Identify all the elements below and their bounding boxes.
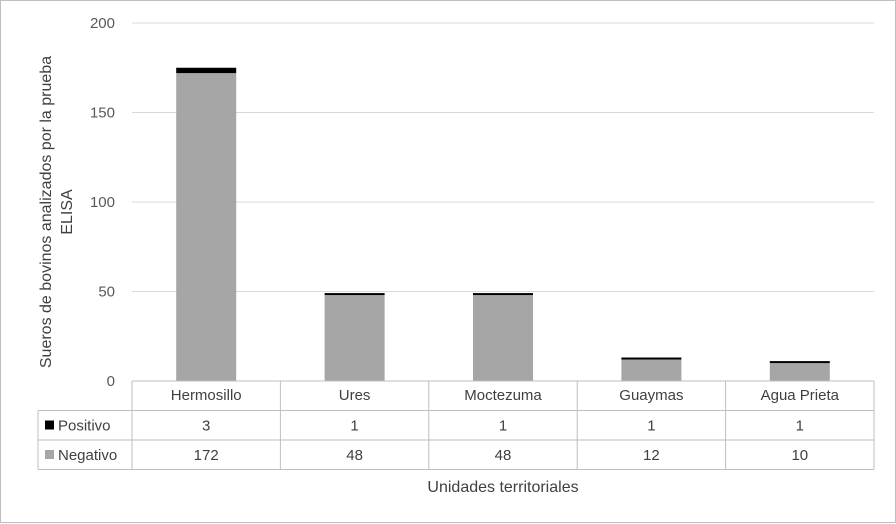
legend-key-positivo <box>45 420 54 430</box>
bar-positivo <box>621 357 682 360</box>
data-label: 48 <box>495 447 512 464</box>
category-label: Hermosillo <box>171 387 242 404</box>
legend-key-negativo <box>45 450 54 459</box>
category-label: Moctezuma <box>464 387 542 404</box>
data-label: 48 <box>346 447 363 464</box>
bar-negativo <box>621 359 682 381</box>
category-label: Agua Prieta <box>761 387 840 404</box>
bar-negativo <box>473 295 533 381</box>
data-label: 1 <box>350 418 358 435</box>
bar-positivo <box>176 67 237 74</box>
y-tick-label: 100 <box>90 194 115 211</box>
bar-negativo <box>324 295 385 381</box>
data-label: 3 <box>202 418 210 435</box>
bar-negativo <box>176 73 237 382</box>
x-axis-title: Unidades territoriales <box>427 479 578 496</box>
legend-label-positivo: Positivo <box>58 418 111 435</box>
y-axis-title-line1: Sueros de bovinos analizados por la prue… <box>38 56 55 368</box>
data-label: 172 <box>194 447 219 464</box>
bar-positivo <box>324 293 385 296</box>
y-tick-label: 0 <box>107 373 115 390</box>
bar-positivo <box>473 293 533 296</box>
data-label: 12 <box>643 447 660 464</box>
data-label: 1 <box>647 418 655 435</box>
legend-label-negativo: Negativo <box>58 447 117 464</box>
data-label: 1 <box>499 418 507 435</box>
y-tick-label: 150 <box>90 105 115 122</box>
bar-positivo <box>769 361 830 364</box>
category-label: Guaymas <box>619 387 683 404</box>
y-tick-label: 50 <box>98 284 115 301</box>
category-label: Ures <box>339 387 371 404</box>
bar-negativo <box>769 363 830 381</box>
data-label: 1 <box>796 418 804 435</box>
y-tick-label: 200 <box>90 15 115 32</box>
data-label: 10 <box>791 447 808 464</box>
y-axis-title-line2: ELISA <box>59 189 76 235</box>
